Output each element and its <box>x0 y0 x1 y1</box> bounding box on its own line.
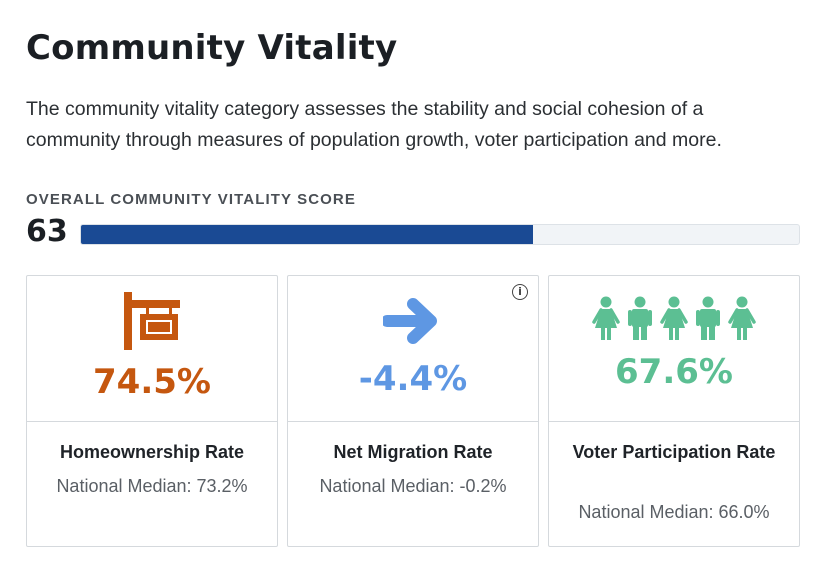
score-progress-bar <box>80 224 800 245</box>
net-migration-card: i -4.4% Net Migration Rate National Medi… <box>287 275 539 547</box>
homeownership-value: 74.5% <box>93 362 211 402</box>
people-icon <box>549 296 799 342</box>
voter-participation-card-top: 67.6% <box>549 276 799 422</box>
voter-participation-name: Voter Participation Rate <box>572 442 776 462</box>
homeownership-name: Homeownership Rate <box>59 442 245 462</box>
net-migration-name: Net Migration Rate <box>333 442 493 462</box>
right-arrow-icon <box>288 296 538 346</box>
overall-score-value: 63 <box>26 214 68 249</box>
voter-participation-card: 67.6% Voter Participation Rate National … <box>548 275 800 547</box>
homeownership-card: 74.5% Homeownership Rate National Median… <box>26 275 278 547</box>
net-migration-card-top: i -4.4% <box>288 276 538 422</box>
score-progress-fill <box>81 225 534 244</box>
voter-participation-median: National Median: 66.0% <box>578 502 770 522</box>
overall-score-label: OVERALL COMMUNITY VITALITY SCORE <box>26 191 356 208</box>
net-migration-median: National Median: -0.2% <box>319 476 507 496</box>
house-sign-icon <box>27 288 277 350</box>
page-title: Community Vitality <box>26 28 398 68</box>
homeownership-card-top: 74.5% <box>27 276 277 422</box>
voter-participation-value: 67.6% <box>615 352 733 392</box>
homeownership-median: National Median: 73.2% <box>56 476 248 496</box>
info-icon[interactable]: i <box>512 284 528 300</box>
category-description: The community vitality category assesses… <box>26 98 722 151</box>
net-migration-value: -4.4% <box>358 359 468 399</box>
